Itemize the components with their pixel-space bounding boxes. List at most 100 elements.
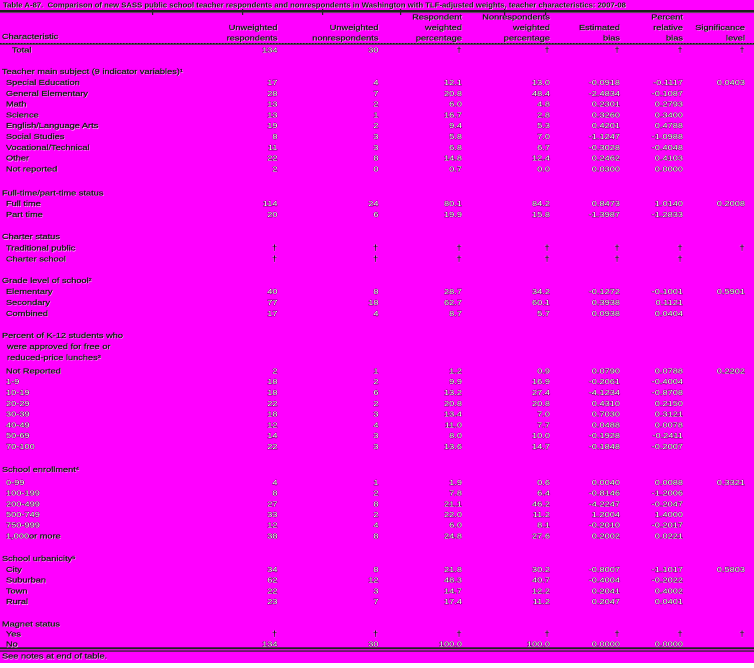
svg-text:were approved for free or: were approved for free or: [7, 342, 112, 351]
svg-text:0.0404: 0.0404: [655, 309, 684, 318]
svg-text:Magnet status: Magnet status: [3, 620, 61, 629]
svg-text:40-49: 40-49: [6, 420, 30, 429]
svg-text:4: 4: [373, 420, 378, 429]
svg-text:46.2: 46.2: [532, 499, 550, 508]
svg-text:nonrespondents: nonrespondents: [313, 34, 379, 43]
svg-text:34: 34: [267, 565, 278, 574]
svg-text:3: 3: [373, 409, 378, 418]
svg-text:Secondary: Secondary: [7, 298, 52, 307]
svg-text:0.2202: 0.2202: [717, 366, 746, 375]
svg-text:0.7: 0.7: [449, 164, 462, 173]
svg-text:Total: Total: [12, 45, 32, 54]
svg-text:20.8: 20.8: [532, 399, 550, 408]
svg-text:0.2041: 0.2041: [592, 586, 621, 595]
svg-text:or more: or more: [29, 531, 61, 540]
svg-text:0.0403: 0.0403: [717, 78, 746, 87]
svg-text:2: 2: [373, 377, 378, 386]
svg-text:30.2: 30.2: [532, 565, 550, 574]
svg-text:-2.4834: -2.4834: [589, 89, 621, 98]
svg-text:1.2004: 1.2004: [592, 510, 621, 519]
svg-text:0.0790: 0.0790: [592, 366, 621, 375]
svg-text:-0.1928: -0.1928: [589, 431, 621, 440]
svg-text:0.1121: 0.1121: [655, 298, 683, 307]
svg-text:20-29: 20-29: [6, 399, 30, 408]
svg-text:2: 2: [373, 99, 378, 108]
svg-text:†: †: [614, 254, 620, 264]
svg-text:School urbanicity5: School urbanicity5: [2, 554, 76, 563]
svg-text:Part time: Part time: [7, 210, 44, 219]
svg-text:Not Reported: Not Reported: [7, 367, 62, 376]
svg-text:13.6: 13.6: [444, 442, 462, 451]
svg-text:8.7: 8.7: [449, 309, 462, 318]
svg-text:13.4: 13.4: [444, 409, 462, 418]
svg-text:†: †: [677, 45, 683, 55]
svg-text:Characteristic: Characteristic: [3, 32, 60, 41]
svg-text:Grade level of school2: Grade level of school2: [3, 276, 93, 285]
svg-text:0.3400: 0.3400: [655, 110, 684, 119]
svg-text:1: 1: [373, 478, 378, 487]
svg-text:Not Reported: Not Reported: [6, 366, 61, 375]
svg-text:200-499: 200-499: [6, 499, 40, 508]
svg-text:School enrollment4: School enrollment4: [2, 465, 79, 474]
svg-text:Suburban: Suburban: [7, 576, 47, 585]
svg-text:Combined: Combined: [7, 310, 49, 319]
svg-text:Social Studies: Social Studies: [6, 132, 64, 141]
svg-text:5.8: 5.8: [449, 132, 462, 141]
svg-text:14.8: 14.8: [444, 153, 462, 162]
svg-text:level: level: [727, 34, 746, 43]
svg-text:level: level: [726, 33, 745, 42]
svg-text:-1.0988: -1.0988: [652, 132, 684, 141]
svg-text:†: †: [739, 629, 745, 639]
svg-text:-0.2047: -0.2047: [652, 499, 684, 508]
svg-text:Other: Other: [7, 154, 30, 163]
svg-text:16.7: 16.7: [444, 110, 462, 119]
svg-text:1.4000: 1.4000: [655, 510, 684, 519]
svg-text:weighted: weighted: [425, 23, 463, 32]
svg-text:†: †: [614, 243, 620, 253]
svg-text:Yes: Yes: [7, 630, 22, 639]
svg-text:27: 27: [267, 499, 278, 508]
svg-text:or more: or more: [30, 532, 62, 541]
svg-text:11.2: 11.2: [533, 510, 551, 519]
svg-text:38: 38: [267, 531, 278, 540]
svg-text:4: 4: [272, 478, 277, 487]
svg-text:Unweighted: Unweighted: [229, 23, 278, 32]
svg-text:-0.3028: -0.3028: [589, 143, 621, 152]
svg-text:8: 8: [373, 565, 378, 574]
svg-text:62.7: 62.7: [444, 298, 462, 307]
svg-text:24.8: 24.8: [444, 531, 462, 540]
svg-text:21.1: 21.1: [444, 499, 462, 508]
svg-text:percentage: percentage: [504, 34, 550, 43]
svg-text:Town: Town: [7, 587, 29, 596]
svg-text:84.2: 84.2: [532, 199, 550, 208]
svg-text:12: 12: [267, 420, 278, 429]
svg-text:0.0088: 0.0088: [655, 478, 684, 487]
svg-text:70-100: 70-100: [6, 442, 35, 451]
svg-text:8.1: 8.1: [537, 520, 550, 529]
svg-text:-0.4004: -0.4004: [589, 575, 621, 584]
svg-text:750-999: 750-999: [6, 520, 40, 529]
svg-text:0.2301: 0.2301: [592, 99, 621, 108]
svg-text:0.0: 0.0: [537, 164, 550, 173]
svg-text:100-199: 100-199: [6, 488, 40, 497]
svg-text:†: †: [272, 629, 278, 639]
svg-text:0.4310: 0.4310: [592, 399, 621, 408]
svg-text:7: 7: [373, 597, 378, 606]
svg-text:Elementary: Elementary: [6, 287, 53, 296]
svg-text:0.0401: 0.0401: [655, 597, 684, 606]
svg-text:12.4: 12.4: [532, 153, 550, 162]
svg-text:Special Education: Special Education: [7, 79, 81, 88]
svg-text:Full-time/part-time status: Full-time/part-time status: [3, 189, 105, 198]
svg-text:-0.8708: -0.8708: [652, 388, 684, 397]
svg-text:†: †: [373, 254, 379, 264]
svg-text:5.7: 5.7: [537, 309, 550, 318]
svg-text:-4.1234: -4.1234: [589, 388, 621, 397]
svg-text:Estimated: Estimated: [580, 23, 621, 32]
svg-text:20.8: 20.8: [444, 89, 462, 98]
svg-text:14.7: 14.7: [444, 586, 462, 595]
svg-text:Not reported: Not reported: [6, 164, 58, 173]
svg-text:-0.8007: -0.8007: [589, 565, 621, 574]
svg-text:0: 0: [373, 164, 378, 173]
svg-text:11: 11: [268, 143, 278, 152]
svg-text:12: 12: [368, 575, 379, 584]
